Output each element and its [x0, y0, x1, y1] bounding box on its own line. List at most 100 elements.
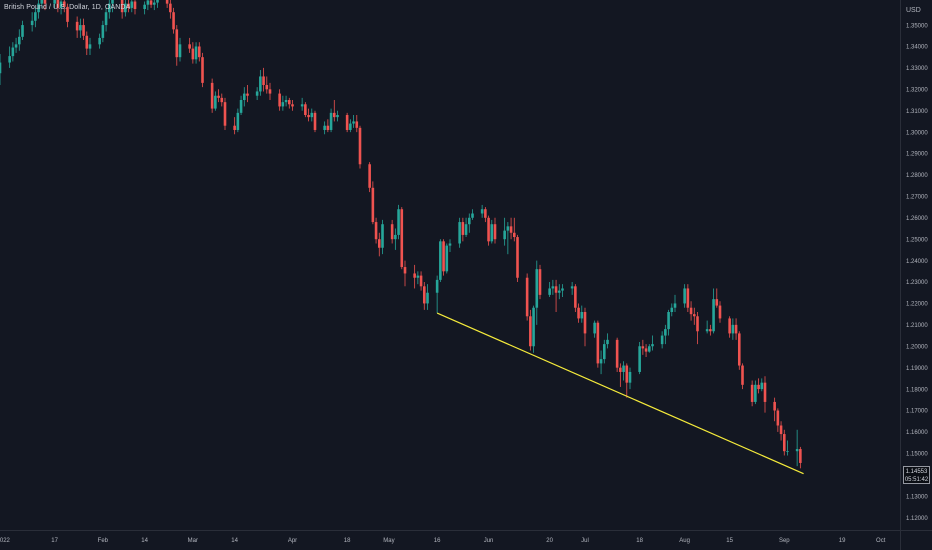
- candle-body: [239, 100, 243, 113]
- candle-body: [525, 277, 529, 317]
- candle-body: [795, 449, 799, 452]
- candle-body: [75, 21, 79, 31]
- candle-body: [17, 36, 21, 45]
- candle-body: [53, 0, 56, 4]
- y-tick-label: 1.17000: [906, 409, 928, 415]
- candle-body: [397, 209, 400, 235]
- x-tick-label: 14: [141, 538, 148, 544]
- candle-body: [480, 209, 484, 214]
- candle-body: [445, 245, 449, 272]
- candle-body: [210, 82, 214, 109]
- candle-body: [127, 3, 130, 8]
- candle-body: [169, 3, 172, 13]
- candle-body: [165, 0, 169, 4]
- candle-body: [178, 44, 182, 58]
- candle-body: [754, 384, 757, 402]
- candle-body: [467, 217, 471, 225]
- candle-body: [79, 25, 82, 31]
- candle-body: [686, 288, 690, 308]
- candle-body: [56, 0, 60, 8]
- candle-body: [638, 346, 641, 372]
- candle-body: [619, 367, 622, 372]
- candle-body: [120, 0, 124, 13]
- candle-body: [516, 237, 519, 278]
- candle-body: [705, 329, 709, 332]
- candle-body: [734, 324, 738, 334]
- current-price-value: 1.14553: [905, 469, 928, 475]
- candle-body: [574, 286, 577, 308]
- candle-body: [548, 288, 551, 295]
- y-tick-label: 1.15000: [906, 452, 928, 458]
- candle-body: [422, 286, 426, 304]
- candle-body: [557, 290, 561, 293]
- candle-body: [310, 112, 314, 118]
- candle-body: [413, 273, 416, 278]
- y-tick-label: 1.22000: [906, 302, 928, 308]
- candle-body: [191, 48, 195, 60]
- candle-body: [554, 286, 558, 293]
- candle-body: [300, 104, 304, 107]
- candle-body: [538, 269, 542, 295]
- candle-body: [377, 239, 381, 248]
- candle-body: [799, 449, 802, 463]
- candle-body: [535, 269, 539, 308]
- candle-body: [268, 89, 272, 94]
- candle-body: [692, 314, 696, 317]
- candle-body: [487, 217, 490, 242]
- candle-body: [358, 127, 362, 165]
- candle-body: [220, 97, 224, 103]
- x-tick-label: 14: [231, 538, 238, 544]
- y-tick-label: 1.25000: [906, 237, 928, 243]
- candle-body: [664, 329, 667, 336]
- candle-body: [381, 224, 384, 248]
- candle-body: [287, 100, 291, 105]
- y-tick-label: 1.13000: [906, 494, 928, 500]
- y-tick-label: 1.21000: [906, 323, 928, 329]
- y-tick-label: 1.35000: [906, 23, 928, 29]
- candle-body: [689, 307, 693, 315]
- candle-body: [259, 76, 262, 92]
- candle-body: [368, 164, 371, 188]
- x-tick-label: 2022: [0, 538, 11, 544]
- candle-body: [104, 12, 108, 26]
- y-tick-label: 1.29000: [906, 152, 928, 158]
- candle-body: [580, 312, 584, 319]
- candle-body: [741, 365, 744, 385]
- bar-countdown: 05:51:42: [904, 477, 929, 483]
- candle-body: [85, 35, 89, 49]
- y-tick-label: 1.26000: [906, 216, 928, 222]
- candle-body: [66, 6, 69, 22]
- x-tick-label: 16: [434, 538, 441, 544]
- candle-body: [284, 100, 288, 103]
- candle-body: [223, 102, 227, 126]
- candle-body: [107, 3, 111, 13]
- candle-body: [37, 3, 40, 13]
- candle-body: [374, 222, 378, 240]
- candle-body: [262, 76, 265, 86]
- candle-body: [34, 12, 37, 21]
- support-trendline: [436, 312, 804, 475]
- candle-body: [484, 209, 487, 218]
- x-tick-label: 18: [636, 538, 643, 544]
- y-tick-label: 1.27000: [906, 195, 928, 201]
- candle-body: [242, 93, 246, 101]
- candle-body: [133, 1, 137, 9]
- candle-body: [464, 224, 468, 235]
- candle-body: [332, 112, 336, 118]
- candle-body: [615, 339, 619, 368]
- y-tick-label: 1.30000: [906, 130, 928, 136]
- candle-body: [490, 224, 494, 242]
- candle-body: [628, 371, 632, 383]
- candle-body: [737, 333, 741, 366]
- candle-body: [265, 85, 269, 90]
- candle-body: [194, 46, 198, 60]
- candle-body: [596, 322, 600, 364]
- y-tick-label: 1.24000: [906, 259, 928, 265]
- candle-body: [336, 114, 339, 118]
- candle-body: [458, 222, 461, 244]
- y-tick-label: 1.33000: [906, 66, 928, 72]
- candle-body: [602, 344, 606, 360]
- candle-body: [529, 316, 532, 347]
- candle-body: [355, 121, 359, 128]
